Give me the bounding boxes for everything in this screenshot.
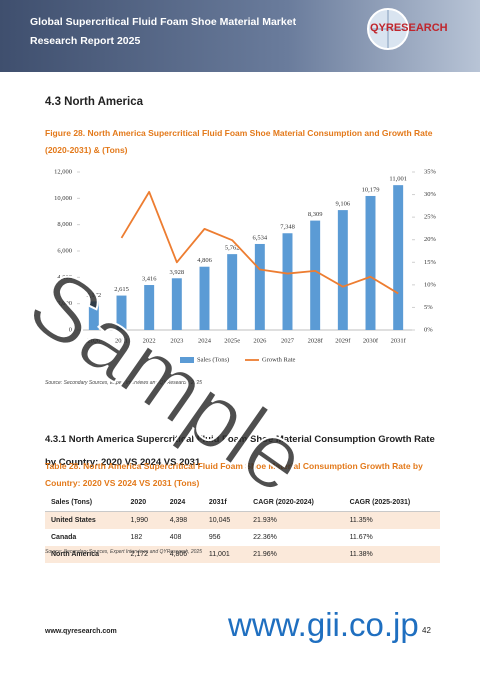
logo-text: QYRESEARCH (370, 22, 448, 34)
y-tick-label: 8,000 (57, 221, 72, 228)
table-row: North America 2,172 4,806 11,001 21.96% 11.38… (45, 546, 440, 563)
y-tick-label: 0 (69, 326, 72, 333)
footer-website: www.qyresearch.com (45, 628, 117, 635)
growth-line (120, 190, 399, 295)
table-cell: 21.96% (247, 546, 344, 563)
y2-tick-label: 5% (424, 304, 433, 311)
x-tick-label: 2024 (198, 337, 212, 344)
data-label: 5,762 (225, 245, 240, 252)
x-tick-label: 2020 (87, 337, 100, 344)
column-header: 2031f (202, 494, 248, 512)
table-cell: 11.35% (343, 511, 440, 529)
table-row: United States 1,990 4,398 10,045 21.93% 11.35… (45, 511, 440, 529)
x-tick-label: 2026 (253, 337, 267, 344)
x-tick-label: 2031f (391, 337, 407, 344)
data-label: 11,001 (389, 176, 407, 183)
data-label: 2,172 (87, 292, 102, 299)
table-cell: 182 (124, 529, 164, 546)
table-cell: 11,001 (202, 546, 248, 563)
data-label: 2,615 (114, 286, 129, 293)
data-label: 9,106 (336, 201, 351, 208)
table-cell: 11.67% (343, 529, 440, 546)
logo-globe (367, 8, 409, 50)
x-tick-label: 2028f (308, 337, 324, 344)
y2-tick-label: 15% (424, 259, 437, 266)
y-tick-label: 4,000 (57, 274, 72, 281)
y2-tick-label: 25% (424, 214, 437, 221)
column-header: 2024 (163, 494, 203, 512)
bar (171, 278, 182, 330)
column-header: CAGR (2025-2031) (343, 494, 440, 512)
y-tick-label: 10,000 (54, 195, 72, 202)
bar (88, 301, 99, 330)
data-label: 3,416 (142, 276, 157, 283)
bar (337, 210, 348, 330)
data-label: 4,806 (197, 257, 212, 264)
table-cell: 2,172 (124, 546, 164, 563)
section-heading: 4.3 North America (45, 96, 143, 108)
x-tick-label: 2029f (335, 337, 351, 344)
subsection-heading: 4.3.1 North America Supercritical Fluid … (45, 434, 435, 468)
data-label: 7,348 (280, 224, 295, 231)
bar (310, 220, 321, 330)
column-header: CAGR (2020-2024) (247, 494, 344, 512)
bar (199, 266, 210, 330)
table-cell: 10,045 (202, 511, 248, 529)
x-tick-label: 2030f (363, 337, 379, 344)
table-row: Canada 182 408 956 22.36% 11.67% (45, 529, 440, 546)
y2-tick-label: 10% (424, 281, 437, 288)
bar (116, 295, 127, 330)
table-caption: Table 28. North America Supercritical Fl… (45, 461, 423, 488)
bar (144, 285, 155, 330)
x-tick-label: 2023 (170, 337, 183, 344)
table-source: Source: Secondary Sources, Expert Interv… (45, 549, 203, 555)
data-label: 3,928 (170, 269, 185, 276)
report-title: Global Supercritical Fluid Foam Shoe Mat… (30, 16, 297, 47)
table-cell: 408 (163, 529, 203, 546)
bar (393, 185, 404, 330)
table-cell: 11.38% (343, 546, 440, 563)
figure-source: Source: Secondary Sources, Expert Interv… (45, 380, 203, 386)
table-cell: North America (45, 546, 125, 563)
x-tick-label: 2027 (281, 337, 295, 344)
data-label: 8,309 (308, 211, 323, 218)
data-label: 10,179 (362, 186, 380, 193)
chart: 0 2,000 4,000 6,000 8,000 10,000 12,000 0% 5% 10%… (54, 168, 437, 363)
bar (282, 233, 293, 330)
bar (365, 195, 376, 330)
y2-tick-label: 30% (424, 191, 437, 198)
y-tick-label: 6,000 (57, 247, 72, 254)
legend-swatch (180, 357, 194, 363)
page-number: 42 (422, 626, 431, 635)
watermark-site: www.gii.co.jp (228, 606, 419, 643)
legend-label: Growth Rate (262, 356, 296, 363)
y2-tick-label: 20% (424, 236, 437, 243)
table-cell: 4,806 (163, 546, 203, 563)
x-tick-label: 2021 (115, 337, 128, 344)
table-cell: Canada (45, 529, 125, 546)
y-tick-label: 12,000 (54, 168, 72, 175)
y2-tick-label: 0% (424, 326, 433, 333)
figure-caption: Figure 28. North America Supercritical F… (45, 128, 433, 155)
column-header: 2020 (124, 494, 164, 512)
column-header: Sales (Tons) (45, 494, 125, 512)
table-cell: 956 (202, 529, 248, 546)
table-cell: United States (45, 511, 125, 529)
y2-tick-label: 35% (424, 168, 437, 175)
data-table: Sales (Tons) 2020 2024 2031f CAGR (2020-2024… (45, 494, 440, 563)
table-cell: 22.36% (247, 529, 344, 546)
table-cell: 21.93% (247, 511, 344, 529)
table-cell: 4,398 (163, 511, 203, 529)
bar (227, 254, 238, 330)
x-tick-label: 2025e (224, 337, 240, 344)
table-header-row: Sales (Tons) 2020 2024 2031f CAGR (2020-2024… (45, 494, 440, 512)
header-banner (0, 0, 480, 72)
bar (254, 243, 265, 330)
data-label: 6,534 (253, 234, 268, 241)
x-tick-label: 2022 (143, 337, 156, 344)
table-cell: 1,990 (124, 511, 164, 529)
y-tick-label: 2,000 (57, 300, 72, 307)
legend-label: Sales (Tons) (197, 356, 229, 363)
